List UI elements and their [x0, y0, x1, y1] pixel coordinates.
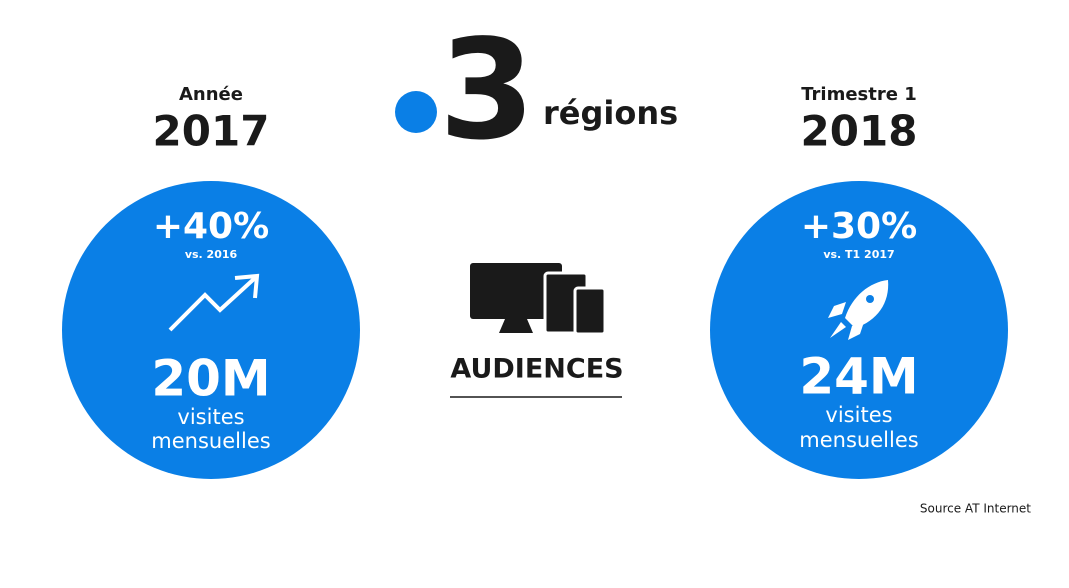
right-unit-2: mensuelles — [799, 428, 918, 452]
left-growth: +40% — [153, 206, 269, 247]
devices-icon — [470, 263, 607, 336]
right-audience: 24M — [799, 348, 918, 406]
rocket-icon — [828, 280, 889, 340]
left-unit-2: mensuelles — [151, 429, 270, 453]
right-comparison: vs. T1 2017 — [823, 248, 894, 261]
logo-dot — [395, 91, 437, 133]
source: Source AT Internet — [920, 502, 1031, 516]
left-year: 2017 — [153, 107, 270, 156]
logo-number: 3 — [439, 10, 535, 171]
right-unit-1: visites — [825, 403, 892, 427]
right-growth: +30% — [801, 206, 917, 247]
left-caption: Année — [179, 84, 243, 105]
left-comparison: vs. 2016 — [185, 248, 238, 261]
logo-label: régions — [543, 94, 678, 132]
right-caption: Trimestre 1 — [801, 84, 917, 105]
trend-arrow-icon — [168, 273, 260, 332]
left-audience: 20M — [151, 350, 270, 408]
left-circle — [62, 181, 360, 479]
center-label: AUDIENCES — [450, 354, 623, 385]
right-year: 2018 — [801, 107, 918, 156]
left-unit-1: visites — [177, 405, 244, 429]
